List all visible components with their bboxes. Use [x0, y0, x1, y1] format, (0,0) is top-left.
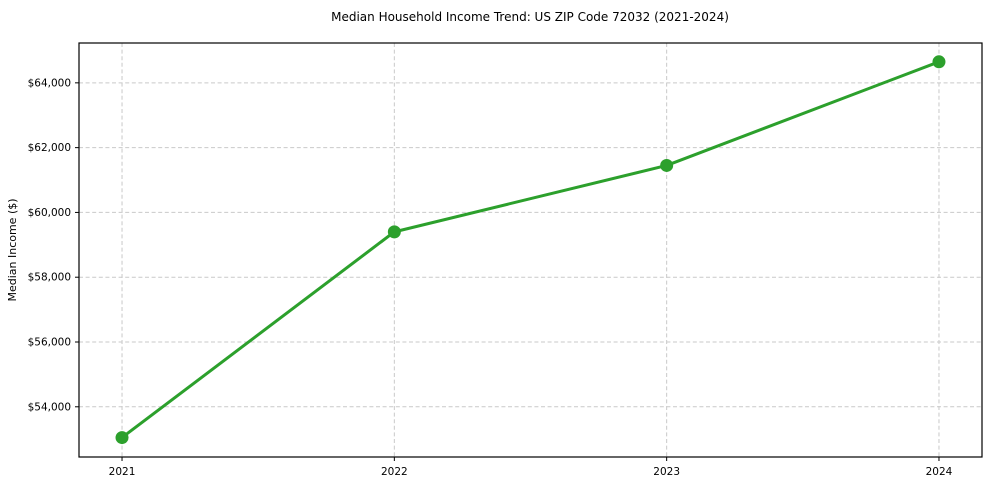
y-tick-label: $64,000: [28, 77, 71, 89]
y-axis-label: Median Income ($): [6, 198, 19, 301]
grid-layer: [79, 43, 982, 457]
x-tick-label: 2024: [926, 466, 953, 478]
tick-labels-layer: $54,000 $56,000 $58,000 $60,000 $62,000 $64,0…: [28, 77, 953, 478]
y-tick-label: $62,000: [28, 142, 71, 154]
series-layer: [115, 55, 946, 445]
y-tick-label: $58,000: [28, 272, 71, 284]
data-point-marker: [115, 431, 129, 445]
chart-title: Median Household Income Trend: US ZIP Co…: [331, 10, 729, 24]
y-tick-label: $60,000: [28, 207, 71, 219]
y-tick-label: $56,000: [28, 337, 71, 349]
axis-layer: [75, 82, 940, 461]
plot-border: [78, 42, 983, 458]
x-tick-label: 2021: [109, 466, 136, 478]
data-point-marker: [932, 55, 946, 69]
trend-line: [120, 60, 941, 440]
y-tick-label: $54,000: [28, 401, 71, 413]
x-tick-label: 2023: [653, 466, 680, 478]
data-point-marker: [660, 158, 674, 172]
x-tick-label: 2022: [381, 466, 408, 478]
data-point-marker: [387, 225, 401, 239]
